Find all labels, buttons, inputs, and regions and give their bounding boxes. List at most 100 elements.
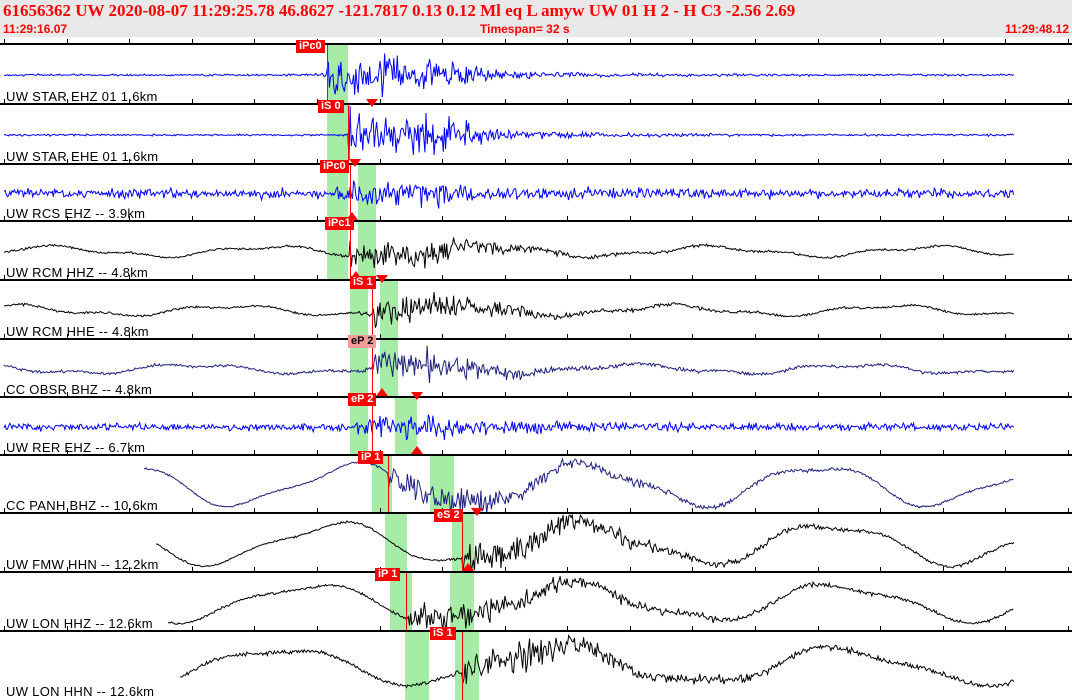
trace-row[interactable]: [0, 632, 1072, 700]
axis-tick: [442, 334, 443, 343]
axis-tick: [692, 334, 693, 343]
axis-tick: [692, 275, 693, 284]
phase-pick-line[interactable]: [462, 514, 463, 573]
time-header-line: 11:29:16.07 Timespan= 32 s 11:29:48.12: [0, 21, 1072, 37]
axis-tick: [818, 159, 819, 168]
phase-pick-label[interactable]: iS 1: [430, 627, 456, 640]
axis-tick: [67, 392, 68, 401]
axis-tick: [380, 99, 381, 108]
axis-tick: [692, 626, 693, 635]
axis-tick: [317, 334, 318, 343]
axis-tick: [943, 450, 944, 459]
axis-tick: [630, 450, 631, 459]
channel-label: UW STAR EHZ 01 1.6km: [6, 89, 158, 104]
axis-tick: [880, 159, 881, 168]
trace-row[interactable]: [0, 398, 1072, 456]
phase-pick-line[interactable]: [327, 45, 328, 105]
phase-pick-label[interactable]: iPc0: [296, 40, 325, 53]
row-divider: [0, 512, 1072, 514]
pick-window-highlight: [405, 632, 429, 700]
window-end-time: 11:29:48.12: [1004, 22, 1069, 36]
axis-tick: [380, 159, 381, 168]
phase-pick-label[interactable]: eS 2: [434, 509, 463, 522]
phase-pick-label[interactable]: iS 0: [318, 100, 344, 113]
trace-row[interactable]: [0, 45, 1072, 105]
axis-tick: [317, 567, 318, 576]
waveform-trace: [143, 457, 1014, 514]
axis-tick: [380, 39, 381, 48]
axis-tick: [129, 508, 130, 517]
phase-pick-line[interactable]: [406, 573, 407, 632]
axis-tick: [630, 567, 631, 576]
axis-tick: [1068, 216, 1069, 225]
axis-tick: [880, 450, 881, 459]
axis-tick: [67, 334, 68, 343]
axis-tick: [818, 99, 819, 108]
axis-tick: [880, 216, 881, 225]
axis-tick: [192, 159, 193, 168]
pick-marker-down-icon: [471, 508, 483, 516]
pick-marker-down-icon: [411, 392, 423, 400]
axis-tick: [442, 39, 443, 48]
phase-pick-line[interactable]: [372, 281, 373, 340]
trace-row[interactable]: [0, 165, 1072, 222]
phase-pick-label[interactable]: eP 2: [348, 335, 377, 348]
axis-tick: [1068, 334, 1069, 343]
axis-tick: [567, 334, 568, 343]
axis-tick: [67, 39, 68, 48]
phase-pick-line[interactable]: [462, 632, 463, 700]
phase-pick-label[interactable]: iPc1: [325, 217, 354, 230]
axis-tick: [67, 216, 68, 225]
axis-tick: [192, 392, 193, 401]
axis-tick: [818, 216, 819, 225]
axis-tick: [1068, 508, 1069, 517]
phase-pick-line[interactable]: [388, 456, 389, 514]
trace-row[interactable]: [0, 222, 1072, 281]
waveform-trace: [3, 105, 1015, 160]
trace-row[interactable]: [0, 514, 1072, 573]
pick-marker-down-icon: [349, 159, 361, 167]
phase-pick-line[interactable]: [372, 398, 373, 456]
axis-tick: [380, 216, 381, 225]
axis-tick: [192, 450, 193, 459]
channel-label: UW RCM HHE -- 4.8km: [6, 324, 149, 339]
pick-window-highlight: [385, 514, 407, 573]
row-divider: [0, 454, 1072, 456]
phase-pick-line[interactable]: [350, 165, 351, 222]
channel-label: UW STAR EHE 01 1.6km: [6, 149, 159, 164]
axis-tick: [880, 392, 881, 401]
row-divider: [0, 396, 1072, 398]
trace-row[interactable]: [0, 340, 1072, 398]
phase-pick-line[interactable]: [348, 105, 349, 165]
trace-row[interactable]: [0, 281, 1072, 340]
row-divider: [0, 163, 1072, 165]
axis-tick: [567, 99, 568, 108]
row-divider: [0, 338, 1072, 340]
axis-tick: [567, 39, 568, 48]
axis-tick: [630, 626, 631, 635]
axis-tick: [192, 508, 193, 517]
phase-pick-line[interactable]: [350, 222, 351, 281]
trace-row[interactable]: [0, 456, 1072, 514]
axis-tick: [67, 508, 68, 517]
axis-tick: [818, 334, 819, 343]
trace-row[interactable]: [0, 105, 1072, 165]
phase-pick-line[interactable]: [372, 340, 373, 398]
phase-pick-label[interactable]: iS 1: [350, 276, 376, 289]
waveform-trace: [3, 292, 1014, 328]
trace-panel[interactable]: UW STAR EHZ 01 1.6km UW STAR EHE 01 1.6km…: [0, 37, 1072, 700]
axis-tick: [129, 275, 130, 284]
phase-pick-label[interactable]: iP 1: [375, 568, 401, 581]
axis-tick: [129, 159, 130, 168]
phase-pick-label[interactable]: iP 1: [358, 451, 384, 464]
axis-tick: [442, 567, 443, 576]
pick-marker-up-icon: [462, 563, 474, 571]
row-divider: [0, 571, 1072, 573]
axis-tick: [880, 626, 881, 635]
phase-pick-label[interactable]: eP 2: [348, 393, 377, 406]
trace-row[interactable]: [0, 573, 1072, 632]
phase-pick-label[interactable]: iPc0: [320, 160, 349, 173]
event-summary-text: 61656362 UW 2020-08-07 11:29:25.78 46.86…: [3, 1, 796, 20]
axis-tick: [1068, 450, 1069, 459]
axis-tick: [567, 392, 568, 401]
